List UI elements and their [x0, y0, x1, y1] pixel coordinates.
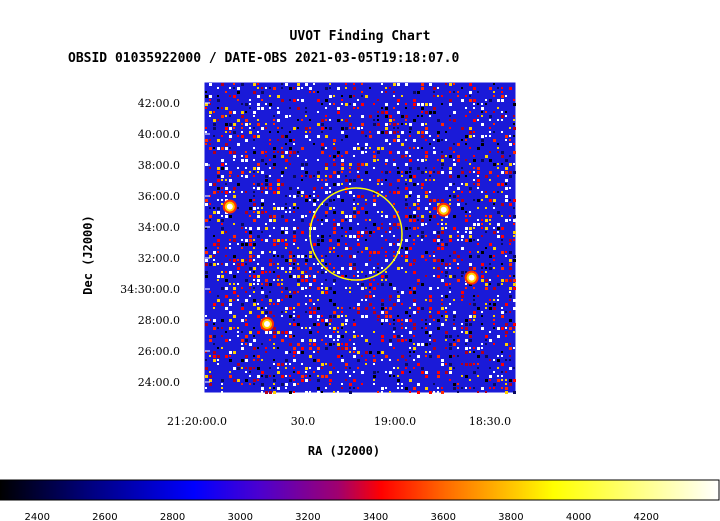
sky-image-pixels [205, 83, 516, 394]
colorbar [0, 479, 720, 501]
y-axis-ticks: 42:00.0 40:00.0 38:00.0 36:00.0 34:00.0 32:00… [120, 97, 210, 389]
x-tick-label: 19:00.0 [374, 415, 416, 428]
colorbar-tick-label: 3600 [431, 512, 456, 521]
colorbar-tick-label: 2600 [92, 512, 117, 521]
y-tick-label: 24:00.0 [138, 376, 180, 389]
y-tick-label: 32:00.0 [138, 252, 180, 265]
y-tick-label: 40:00.0 [138, 128, 180, 141]
colorbar-tick-label: 3400 [363, 512, 388, 521]
colorbar-tick-label: 4000 [566, 512, 591, 521]
colorbar-tick-label: 4200 [634, 512, 659, 521]
x-tick-label: 18:30.0 [469, 415, 511, 428]
colorbar-tick-label: 2800 [160, 512, 185, 521]
colorbar-tick-label: 3000 [228, 512, 253, 521]
y-tick-label: 34:30:00.0 [120, 283, 180, 296]
y-tick-label: 34:00.0 [138, 221, 180, 234]
x-axis-label: RA (J2000) [308, 444, 380, 458]
chart-title: UVOT Finding Chart [289, 29, 431, 44]
y-axis-label: Dec (J2000) [81, 215, 95, 294]
chart-subtitle: OBSID 01035922000 / DATE-OBS 2021-03-05T… [68, 51, 460, 66]
x-tick-label: 30.0 [291, 415, 316, 428]
y-tick-label: 26:00.0 [138, 345, 180, 358]
y-tick-label: 28:00.0 [138, 314, 180, 327]
x-tick-label: 21:20:00.0 [167, 415, 227, 428]
colorbar-tick-label: 3200 [295, 512, 320, 521]
y-tick-label: 42:00.0 [138, 97, 180, 110]
colorbar-tick-label: 3800 [498, 512, 523, 521]
bright-sources [222, 199, 479, 332]
y-tick-label: 36:00.0 [138, 190, 180, 203]
y-tick-label: 38:00.0 [138, 159, 180, 172]
colorbar-tick-label: 2400 [24, 512, 49, 521]
colorbar-ticks: 2400 2600 2800 3000 3200 3400 3600 3800 4000 4200 [24, 512, 658, 521]
target-circle [309, 187, 403, 281]
x-axis-ticks: 21:20:00.0 30.0 19:00.0 18:30.0 [167, 415, 511, 428]
